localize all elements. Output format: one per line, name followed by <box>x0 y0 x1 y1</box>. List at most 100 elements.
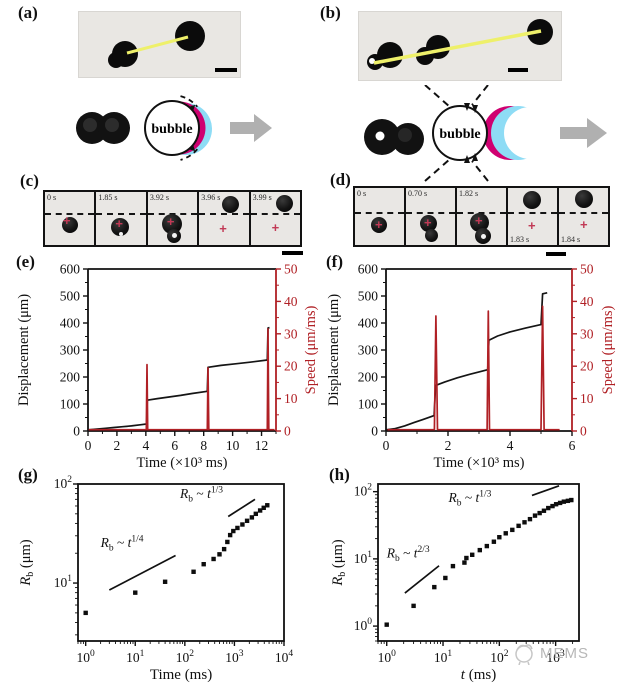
timelapse-frame: 3.92 s + <box>147 192 200 245</box>
panel-label-g: (g) <box>18 465 38 484</box>
svg-text:101: 101 <box>126 649 145 665</box>
inward-arrow-icon <box>464 155 470 163</box>
svg-text:500: 500 <box>60 289 81 304</box>
svg-text:600: 600 <box>358 262 379 277</box>
svg-text:102: 102 <box>176 649 195 665</box>
target-cross: + <box>375 217 383 232</box>
svg-text:100: 100 <box>354 617 373 633</box>
panel-label-d: (d) <box>330 170 351 189</box>
svg-text:101: 101 <box>54 574 73 590</box>
target-cross: + <box>166 214 175 229</box>
direction-arrow-icon <box>560 118 607 148</box>
timelapse-frame: 0 s + <box>45 192 97 245</box>
dashed-ray <box>471 85 489 106</box>
particle-blob <box>62 217 78 233</box>
trajectory-line <box>126 35 189 55</box>
particle-blob <box>377 42 403 68</box>
svg-text:Rb ~ t1/3: Rb ~ t1/3 <box>179 486 223 505</box>
waterline-dashed <box>199 213 249 215</box>
timelapse-frame: 1.84 s + <box>559 188 608 245</box>
watermark: MEMS <box>512 641 589 665</box>
svg-text:0: 0 <box>284 424 291 439</box>
frame-timestamp: 0 s <box>47 193 57 202</box>
schematic-b: bubble <box>355 85 619 185</box>
svg-text:2: 2 <box>445 438 452 453</box>
svg-text:100: 100 <box>378 649 397 665</box>
particle-hole <box>375 131 385 141</box>
svg-text:200: 200 <box>60 370 81 385</box>
svg-text:20: 20 <box>580 359 594 374</box>
particle-blob <box>420 215 437 232</box>
bubble-circle <box>432 105 488 161</box>
particle-hole <box>369 58 375 64</box>
svg-text:4: 4 <box>142 438 149 453</box>
svg-text:100: 100 <box>358 397 379 412</box>
dashed-boundary <box>180 95 198 108</box>
timelapse-frame: 3.96 s + <box>199 192 251 245</box>
svg-text:102: 102 <box>354 483 373 499</box>
svg-text:101: 101 <box>354 550 373 566</box>
inward-arrow-icon <box>472 105 478 113</box>
svg-text:8: 8 <box>200 438 207 453</box>
svg-text:2: 2 <box>114 438 121 453</box>
panel-label-a: (a) <box>18 3 38 22</box>
panel-label-e: (e) <box>16 252 35 271</box>
svg-text:300: 300 <box>358 343 379 358</box>
chart-g-bubble-radius-loglog: 100 101 102 103 104 101 102 Rb ~ t1/4 Rb ~ t1/3 T… <box>18 475 293 683</box>
micrograph-b <box>358 11 562 81</box>
dimer-sheen <box>398 128 412 142</box>
svg-text:Speed (μm/ms): Speed (μm/ms) <box>600 305 616 394</box>
timelapse-frame: 1.85 s + <box>96 192 148 245</box>
panel-label-b: (b) <box>320 3 341 22</box>
svg-text:10: 10 <box>284 391 298 406</box>
svg-text:Displacement (μm): Displacement (μm) <box>16 294 32 406</box>
svg-text:30: 30 <box>580 326 594 341</box>
target-cross: + <box>219 221 227 236</box>
particle-hole <box>119 232 124 236</box>
dashed-ray <box>424 85 451 108</box>
svg-text:40: 40 <box>580 294 594 309</box>
dashed-ray <box>471 160 489 182</box>
watermark-doodle-icon <box>515 644 533 665</box>
svg-text:600: 600 <box>60 262 81 277</box>
schematic-a-canvas: bubble <box>76 95 272 161</box>
frame-timestamp: 1.85 s <box>98 193 118 202</box>
particle-blob <box>425 229 438 242</box>
svg-text:Displacement (μm): Displacement (μm) <box>326 294 342 406</box>
target-cross: + <box>475 213 483 228</box>
timelapse-frame: 0 s + <box>355 188 406 245</box>
particle-hole <box>171 233 177 238</box>
scale-bar <box>215 68 237 72</box>
bubble-circle <box>144 100 200 156</box>
waterline-dashed <box>45 213 95 215</box>
waterline-dashed <box>559 212 608 214</box>
frame-timestamp: 3.96 s <box>201 193 221 202</box>
particle-blob <box>175 21 205 51</box>
svg-text:10: 10 <box>226 438 240 453</box>
particle-blob <box>470 213 489 232</box>
svg-text:30: 30 <box>284 326 298 341</box>
panel-label-c: (c) <box>20 171 39 190</box>
svg-text:12: 12 <box>255 438 269 453</box>
svg-text:Time (×10³ ms): Time (×10³ ms) <box>434 455 525 471</box>
micrograph-a <box>78 11 241 78</box>
svg-text:0: 0 <box>73 424 80 439</box>
target-cross: + <box>271 220 280 235</box>
schematic-b-canvas: bubble <box>364 85 607 182</box>
svg-text:500: 500 <box>358 289 379 304</box>
frame-timestamp: 1.82 s <box>459 189 479 198</box>
panel-label-h: (h) <box>329 465 350 484</box>
scale-bar <box>508 68 528 72</box>
target-cross: + <box>528 218 536 233</box>
trajectory-line <box>373 29 542 65</box>
target-cross: + <box>115 216 123 231</box>
svg-text:4: 4 <box>507 438 514 453</box>
timelapse-frame: 1.83 s + <box>508 188 559 245</box>
svg-text:100: 100 <box>60 397 81 412</box>
svg-text:Rb (μm): Rb (μm) <box>330 539 348 586</box>
dimer-sheen <box>83 118 97 132</box>
target-cross: + <box>580 217 588 232</box>
chart-e-displacement-speed: 0 2 4 6 8 10 12 0 100 200 300 400 500 600 0 10 20 30 40 50 T… <box>16 262 319 472</box>
svg-text:t (ms): t (ms) <box>461 667 496 683</box>
inward-arrow-icon <box>472 153 478 161</box>
